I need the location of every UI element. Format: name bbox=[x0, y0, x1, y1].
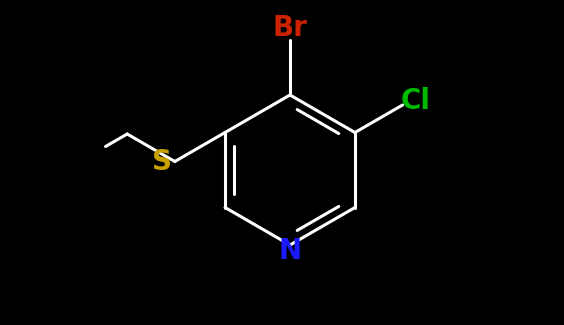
Text: Cl: Cl bbox=[400, 87, 430, 115]
Text: S: S bbox=[152, 148, 172, 176]
Text: Br: Br bbox=[272, 14, 307, 42]
Text: N: N bbox=[279, 237, 302, 265]
